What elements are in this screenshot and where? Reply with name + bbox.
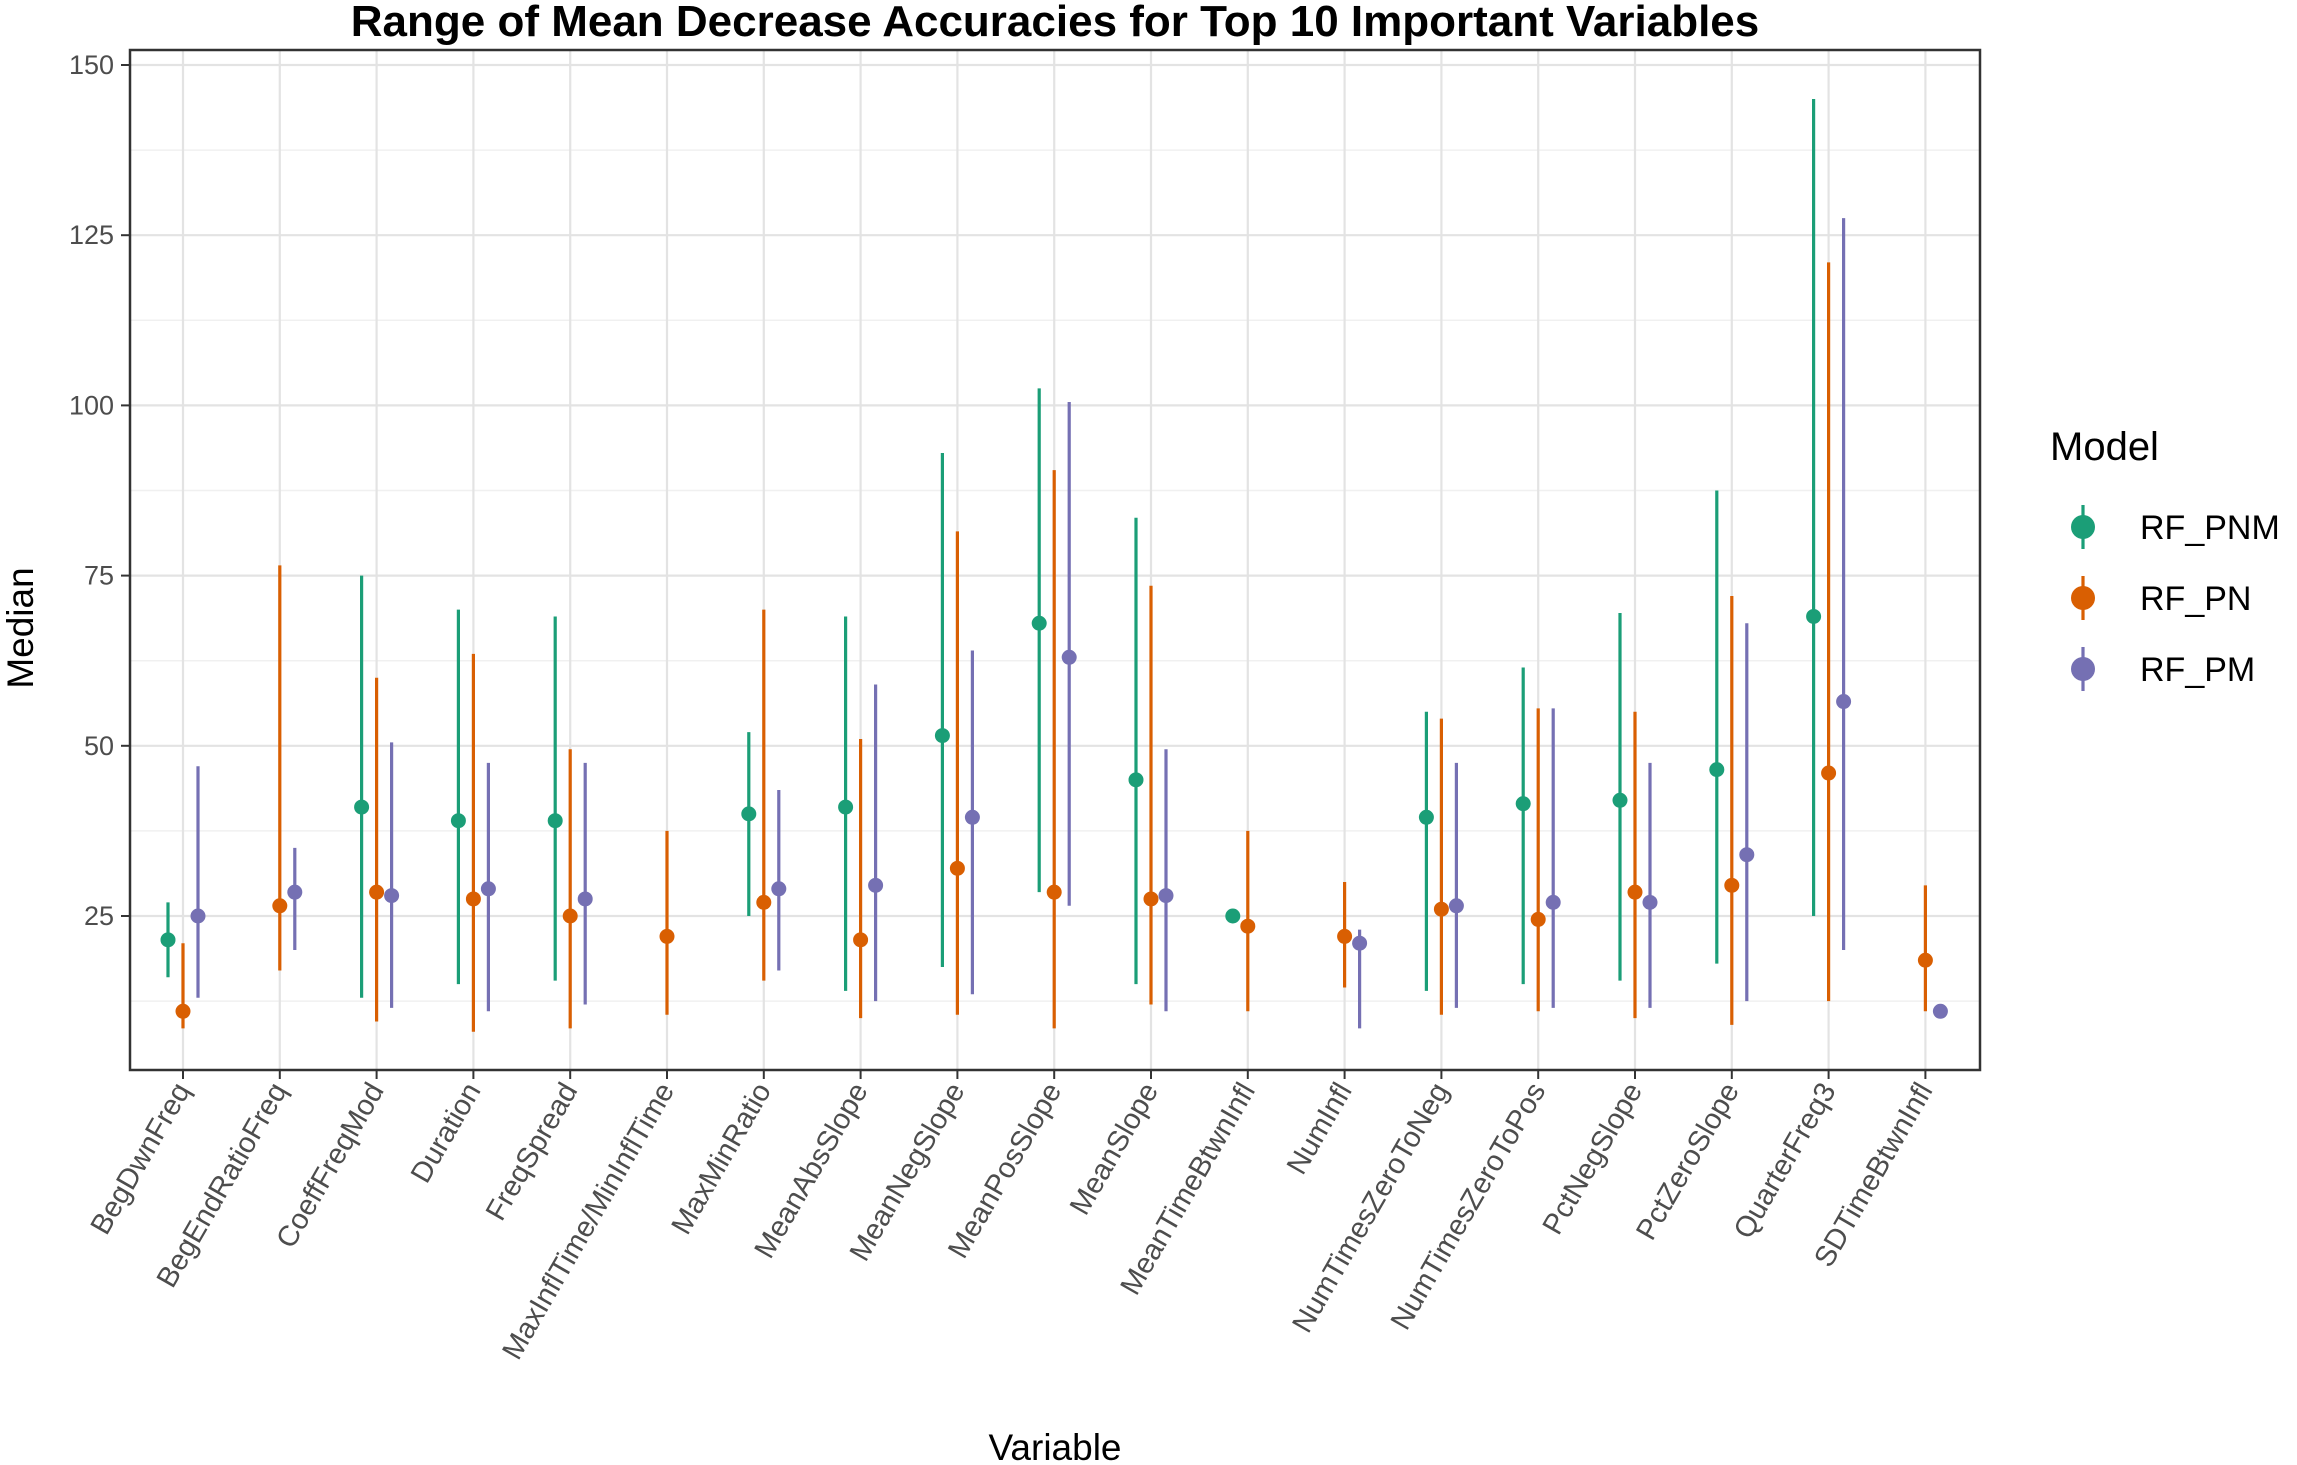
- legend: Model RF_PNM RF_PN RF_PM: [2050, 425, 2280, 691]
- chart-title: Range of Mean Decrease Accuracies for To…: [351, 0, 1760, 46]
- median-point: [1448, 898, 1464, 914]
- median-point: [853, 932, 869, 948]
- median-point: [868, 877, 884, 893]
- median-point: [1545, 894, 1561, 910]
- median-point: [1352, 935, 1368, 951]
- median-point: [934, 728, 950, 744]
- y-tick-label: 150: [69, 50, 114, 80]
- median-point: [190, 908, 206, 924]
- series-RF_PM: [190, 218, 1948, 1029]
- median-point: [949, 860, 965, 876]
- legend-title: Model: [2050, 425, 2159, 469]
- median-point: [480, 881, 496, 897]
- median-point: [287, 884, 303, 900]
- median-point: [659, 928, 675, 944]
- median-point: [838, 799, 854, 815]
- median-point: [1724, 877, 1740, 893]
- median-point: [354, 799, 370, 815]
- median-point: [1917, 952, 1933, 968]
- median-point: [1240, 918, 1256, 934]
- y-tick-label: 100: [69, 390, 114, 420]
- y-tick-label: 125: [69, 220, 114, 250]
- median-point: [1418, 809, 1434, 825]
- median-point: [1143, 891, 1159, 907]
- median-point: [741, 806, 757, 822]
- series-RF_PNM: [160, 99, 1822, 998]
- median-point: [964, 809, 980, 825]
- median-point: [547, 813, 563, 829]
- y-tick-label: 25: [84, 901, 114, 931]
- median-point: [1433, 901, 1449, 917]
- median-point: [1031, 615, 1047, 631]
- legend-key-point: [2071, 515, 2095, 539]
- median-point: [450, 813, 466, 829]
- y-tick-label: 75: [84, 561, 114, 591]
- legend-key-point: [2071, 586, 2095, 610]
- median-point: [1061, 649, 1077, 665]
- median-point: [1337, 928, 1353, 944]
- legend-label: RF_PNM: [2140, 509, 2280, 547]
- median-point: [160, 932, 176, 948]
- median-point: [1225, 908, 1241, 924]
- median-point: [1739, 847, 1755, 863]
- median-point: [369, 884, 385, 900]
- median-point: [1709, 762, 1725, 778]
- legend-label: RF_PM: [2140, 651, 2255, 689]
- y-tick-label: 50: [84, 731, 114, 761]
- median-point: [756, 894, 772, 910]
- median-point: [1612, 792, 1628, 808]
- median-point: [1932, 1003, 1948, 1019]
- legend-label: RF_PN: [2140, 580, 2251, 618]
- median-point: [272, 898, 288, 914]
- median-point: [1806, 608, 1822, 624]
- median-point: [1530, 911, 1546, 927]
- y-axis-title: Median: [0, 567, 41, 688]
- median-point: [1627, 884, 1643, 900]
- median-point: [1046, 884, 1062, 900]
- median-point: [384, 888, 400, 904]
- median-point: [1128, 772, 1144, 788]
- series-RF_PN: [175, 262, 1933, 1032]
- median-point: [1821, 765, 1837, 781]
- median-point: [577, 891, 593, 907]
- median-point: [1642, 894, 1658, 910]
- median-point: [1836, 694, 1852, 710]
- legend-key-point: [2071, 657, 2095, 681]
- median-point: [771, 881, 787, 897]
- median-point: [1158, 888, 1174, 904]
- median-point: [562, 908, 578, 924]
- x-axis-title: Variable: [988, 1427, 1121, 1465]
- median-point: [465, 891, 481, 907]
- median-point: [1515, 796, 1531, 812]
- series-layer: [160, 99, 1948, 1032]
- median-point: [175, 1003, 191, 1019]
